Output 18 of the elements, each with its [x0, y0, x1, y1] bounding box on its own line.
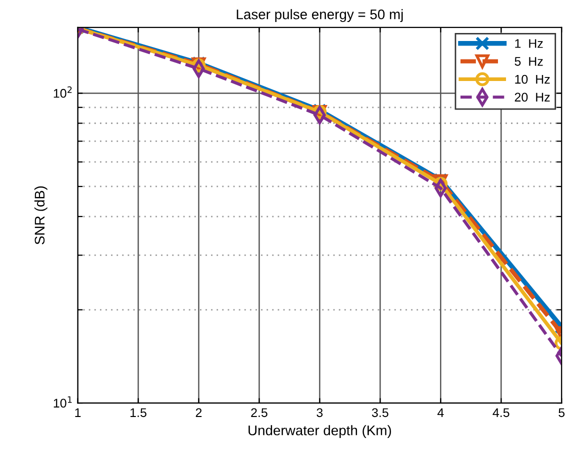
- legend-label: 5 Hz: [514, 57, 543, 66]
- x-tick-label: 4.5: [492, 408, 510, 418]
- legend-label: 1 Hz: [515, 39, 543, 48]
- x-tick-label: 3.5: [372, 408, 388, 418]
- x-tick-label: 2.5: [251, 408, 268, 418]
- legend-label: 20 Hz: [514, 92, 550, 102]
- chart-title: Laser pulse energy = 50 mj: [236, 9, 403, 22]
- x-tick-label: 3: [316, 408, 323, 418]
- y-tick-label: 10$^{1}$: [54, 396, 72, 408]
- x-tick-label: 1: [75, 408, 81, 417]
- x-tick-label: 1.5: [130, 408, 146, 418]
- x-axis-title: Underwater depth (Km): [248, 425, 391, 438]
- x-tick-label: 5: [558, 408, 565, 418]
- x-tick-label: 4: [437, 408, 444, 417]
- y-axis-title: SNR (dB): [34, 186, 48, 244]
- x-tick-label: 2: [196, 408, 202, 417]
- y-tick-label: 10$^{2}$: [54, 86, 72, 98]
- legend-label: 10 Hz: [515, 74, 550, 84]
